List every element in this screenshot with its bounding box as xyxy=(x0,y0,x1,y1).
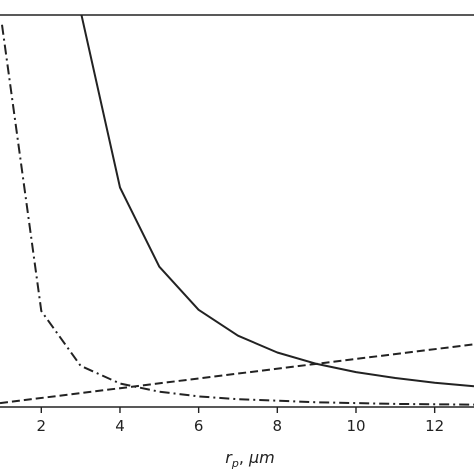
x-tick-label: 10 xyxy=(346,417,365,435)
x-tick-label: 2 xyxy=(37,417,47,435)
x-tick-label: 6 xyxy=(194,417,204,435)
x-axis-label: rp, μm xyxy=(225,448,275,470)
x-tick-label: 4 xyxy=(115,417,125,435)
series-layer xyxy=(0,15,474,406)
x-tick-label: 8 xyxy=(273,417,283,435)
x-tick-label: 12 xyxy=(425,417,444,435)
series-line-solid xyxy=(80,15,474,388)
x-axis-ticks: 2 4 6 8 10 12 xyxy=(37,407,444,435)
plot-frame xyxy=(0,14,474,408)
series-line-dashdot xyxy=(1,24,474,406)
series-line-dashed xyxy=(0,343,474,405)
